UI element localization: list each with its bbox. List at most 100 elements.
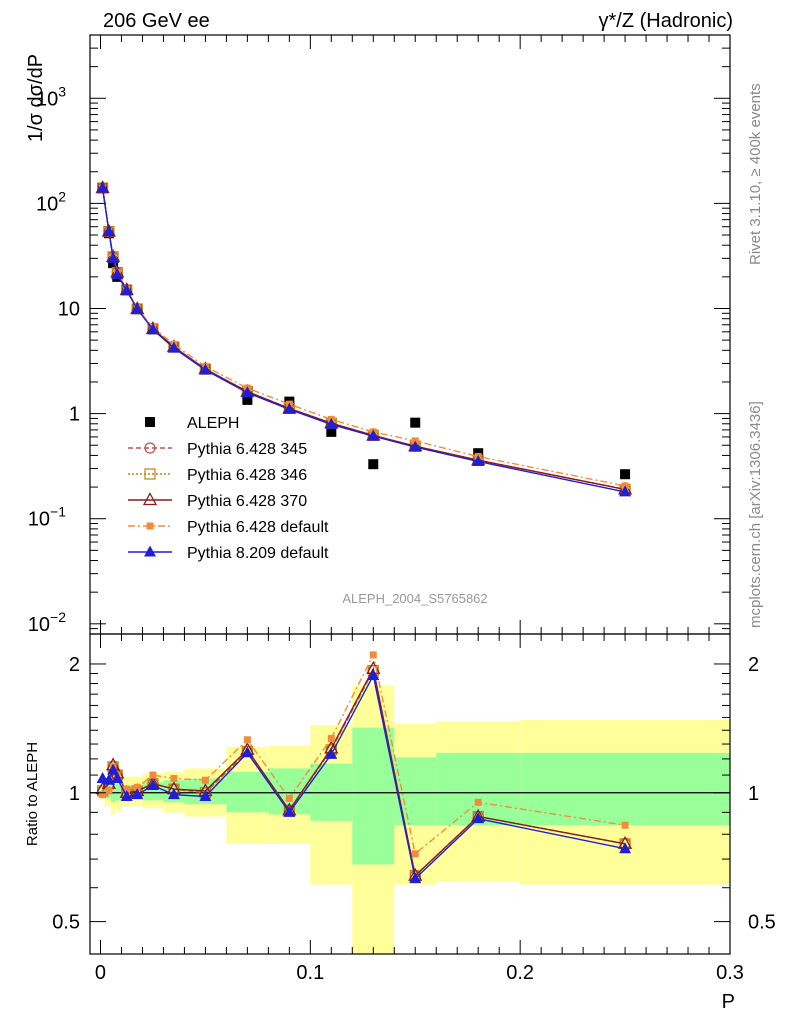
main-point-5-6 [146,323,159,335]
legend-marker-2 [144,468,156,480]
main-line-3 [101,187,626,491]
analysis-watermark: ALEPH_2004_S5765862 [342,591,487,606]
ratio-y-tick-label: 0.5 [52,912,80,934]
mcplots-label: mcplots.cern.ch [arXiv:1306.3436] [747,401,764,628]
uncertainty-bands [100,685,730,954]
main-point-5-1 [102,225,115,237]
y-tick-label: 10−1 [28,504,66,531]
legend-marker-0 [145,417,155,427]
ratio-point-5-3 [111,771,124,783]
x-tick-label: 0.1 [296,962,324,984]
y-axis-title: 1/σ dσ/dP [25,54,47,142]
main-line-1 [101,187,626,491]
ratio-point-4-13 [411,850,419,858]
x-tick-label: 0.3 [716,962,744,984]
ratio-plot-axes: 0.5 0.5 1 1 2 2 0 0.1 0.2 0.3 [52,634,776,984]
main-point-5-11 [325,417,338,429]
ratio-plot-frame [89,633,731,955]
legend-marker-4 [146,522,154,530]
header-left: 206 GeV ee [103,10,210,32]
ratio-point-4-6 [149,771,157,779]
main-line-2 [101,187,626,491]
x-tick-label: 0.2 [506,962,534,984]
ratio-point-4-11 [327,734,335,742]
ratio-point-4-15 [621,821,629,829]
ratio-y-tick-label-right: 2 [748,654,759,676]
main-point-0-13 [410,417,421,428]
ratio-point-5-9 [241,746,254,758]
ratio-point-5-15 [619,842,632,854]
ratio-plot-panel: 0.5 0.5 1 1 2 2 0 0.1 0.2 0.3 Ratio to ALEPH P [24,633,776,1013]
ratio-point-4-0 [99,791,107,799]
legend-marker-1 [144,442,156,454]
legend-marker-3 [142,492,158,506]
band-inner-bin [110,781,116,803]
ratio-point-4-8 [201,776,209,784]
ratio-point-4-4 [123,785,131,793]
main-plot-marks [95,180,633,497]
main-point-0-12 [368,459,379,470]
ratio-plot-marks [90,651,730,884]
band-inner-bin [394,757,437,826]
main-point-5-15 [619,485,632,497]
ratio-y-axis-title: Ratio to ALEPH [24,742,41,846]
main-line-4 [101,187,626,487]
ratio-y-tick-label: 1 [69,783,80,805]
ratio-point-4-14 [474,798,482,806]
main-point-0-15 [620,469,631,480]
ratio-point-4-12 [369,651,377,659]
main-point-5-10 [283,402,296,414]
y-tick-label: 1 [69,404,80,426]
ratio-point-4-10 [285,794,293,802]
band-inner-bin [352,727,395,865]
x-axis-title: P [722,991,735,1013]
ratio-point-5-14 [472,812,485,824]
ratio-point-5-5 [131,788,144,800]
legend-label: ALEPH [187,415,239,432]
main-point-0-2 [108,258,119,269]
header-right: γ*/Z (Hadronic) [599,10,733,32]
main-point-5-8 [199,363,212,375]
main-point-5-2 [107,251,120,263]
main-line-5 [101,187,626,493]
y-tick-label: 102 [36,188,66,215]
legend-label: Pythia 6.428 346 [187,467,307,484]
main-point-5-13 [409,440,422,452]
main-point-5-12 [367,429,380,441]
main-point-5-7 [167,341,180,353]
ratio-point-5-10 [283,805,296,817]
band-inner-bin [115,783,122,801]
legend: ALEPH Pythia 6.428 345 Pythia 6.428 346 Pyt… [128,415,329,562]
main-point-5-14 [472,455,485,467]
main-point-5-5 [131,302,144,314]
ratio-point-4-7 [170,774,178,782]
y-tick-label: 10 [58,298,80,320]
ratio-point-4-9 [243,736,251,744]
main-point-5-4 [120,284,133,296]
main-point-5-3 [111,268,124,280]
main-point-5-9 [241,386,254,398]
x-tick-label: 0 [95,962,106,984]
legend-label: Pythia 6.428 default [187,519,329,536]
ratio-y-tick-label-right: 0.5 [748,912,776,934]
ratio-point-5-7 [167,788,180,800]
ratio-y-tick-label: 2 [69,654,80,676]
ratio-point-5-6 [146,778,159,790]
rivet-label: Rivet 3.1.10, ≥ 400k events [747,83,764,265]
ratio-y-tick-label-right: 1 [748,783,759,805]
ratio-point-5-11 [325,747,338,759]
ratio-point-5-4 [120,790,133,802]
ratio-point-4-5 [133,783,141,791]
ratio-point-5-8 [199,790,212,802]
ratio-point-5-12 [367,668,380,680]
band-inner-bin [520,752,730,826]
main-plot-frame [89,34,731,635]
legend-label: Pythia 6.428 370 [187,493,307,510]
legend-marker-5 [144,545,156,557]
legend-label: Pythia 6.428 345 [187,441,307,458]
ratio-point-4-1 [105,787,113,795]
main-point-0-11 [326,426,337,437]
main-point-0-9 [242,394,253,405]
